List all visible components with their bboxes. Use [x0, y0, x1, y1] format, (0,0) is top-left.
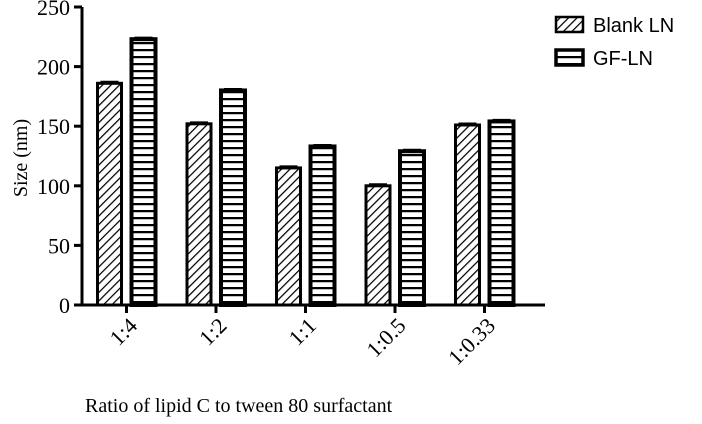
- bar-blank-ln: [454, 123, 481, 307]
- bar-gf-ln: [129, 37, 158, 308]
- y-tick-label: 250: [37, 0, 70, 20]
- legend-swatch: [554, 15, 585, 34]
- x-tick-label: 1:4: [104, 313, 142, 351]
- bar-blank-ln: [96, 81, 123, 307]
- bar-gf-ln: [308, 144, 337, 307]
- y-tick-label: 50: [48, 233, 70, 258]
- x-tick-label: 1:1: [283, 313, 321, 351]
- x-axis-label: Ratio of lipid C to tween 80 surfactant: [85, 395, 393, 417]
- x-axis: 1:4 1:2 1:1 1:0.5 1:0.33: [81, 303, 545, 370]
- legend-label: Blank LN: [593, 15, 674, 37]
- x-tick-label: 1:2: [194, 313, 232, 351]
- bar-blank-ln: [275, 166, 302, 307]
- y-tick-label: 0: [59, 293, 70, 318]
- bars: [96, 36, 516, 308]
- legend-label: GF-LN: [593, 48, 653, 70]
- y-tick-label: 200: [37, 55, 70, 80]
- y-tick-label: 100: [37, 174, 70, 199]
- bar-blank-ln: [364, 184, 392, 307]
- x-tick-label: 1:0.33: [443, 313, 500, 370]
- legend: Blank LN GF-LN: [554, 15, 674, 70]
- legend-swatch: [554, 48, 585, 67]
- bar-gf-ln: [487, 119, 516, 307]
- bar-gf-ln: [398, 149, 426, 307]
- bar-blank-ln: [185, 122, 213, 307]
- bar-gf-ln: [219, 88, 247, 307]
- y-axis-label: Size (nm): [10, 119, 32, 197]
- x-tick-label: 1:0.5: [361, 313, 410, 362]
- y-tick-label: 150: [37, 114, 70, 139]
- y-axis: 0 50 100 150 200 250: [37, 0, 84, 318]
